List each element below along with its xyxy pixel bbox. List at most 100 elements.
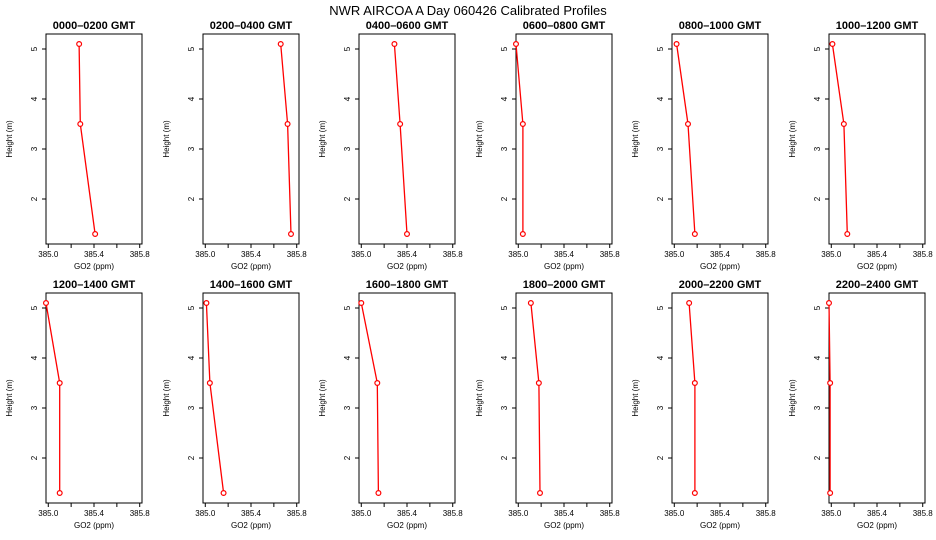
chart-panel: 1400–1600 GMT 385.0 385.4 385.8 2 3 4 5 GO2 (ppm…: [162, 279, 307, 530]
data-point: [535, 380, 542, 387]
x-tick-label: 385.4: [710, 250, 731, 259]
data-point: [825, 300, 832, 307]
y-tick-label: 2: [813, 196, 822, 201]
data-point: [92, 231, 99, 238]
y-axis-label: Height (m): [631, 379, 640, 417]
x-axis-label: GO2 (ppm): [74, 262, 114, 271]
x-axis-label: GO2 (ppm): [387, 521, 427, 530]
chart-grid: 0000–0200 GMT 385.0 385.4 385.8 2 3 4 5 GO2 (ppm…: [5, 20, 933, 530]
y-tick-label: 5: [30, 305, 39, 310]
chart-title: 1800–2000 GMT: [523, 279, 606, 291]
chart-panel: 1000–1200 GMT 385.0 385.4 385.8 2 3 4 5 GO2 (ppm…: [788, 20, 933, 271]
y-tick-label: 5: [813, 46, 822, 51]
chart-title: 0200–0400 GMT: [210, 20, 293, 32]
x-axis-label: GO2 (ppm): [74, 521, 114, 530]
x-tick-label: 385.8: [756, 509, 777, 518]
y-tick-label: 2: [187, 196, 196, 201]
data-point: [684, 120, 691, 127]
y-tick-label: 2: [500, 196, 509, 201]
figure-title: NWR AIRCOA A Day 060426 Calibrated Profi…: [329, 3, 607, 18]
data-point: [519, 231, 526, 238]
chart-title: 2000–2200 GMT: [679, 279, 762, 291]
chart-title: 0800–1000 GMT: [679, 20, 762, 32]
y-tick-label: 3: [343, 405, 352, 410]
chart-title: 0000–0200 GMT: [53, 20, 136, 32]
chart-title: 1200–1400 GMT: [53, 279, 136, 291]
y-tick-label: 3: [500, 405, 509, 410]
y-tick-label: 5: [343, 46, 352, 51]
y-tick-label: 2: [187, 455, 196, 460]
y-tick-label: 3: [187, 405, 196, 410]
y-axis-label: Height (m): [5, 120, 14, 158]
x-tick-label: 385.4: [554, 509, 575, 518]
y-axis-label: Height (m): [475, 379, 484, 417]
chart-panel: 1800–2000 GMT 385.0 385.4 385.8 2 3 4 5 GO2 (ppm…: [475, 279, 620, 530]
data-point: [284, 120, 291, 127]
data-point: [527, 300, 534, 307]
y-tick-label: 5: [187, 46, 196, 51]
x-axis-label: GO2 (ppm): [857, 521, 897, 530]
data-point: [691, 380, 698, 387]
y-axis-label: Height (m): [162, 379, 171, 417]
x-tick-label: 385.4: [867, 250, 888, 259]
x-tick-label: 385.8: [287, 509, 308, 518]
y-tick-label: 2: [343, 455, 352, 460]
x-tick-label: 385.0: [38, 509, 59, 518]
y-tick-label: 3: [813, 146, 822, 151]
data-point: [220, 490, 227, 497]
data-point: [391, 40, 398, 47]
y-tick-label: 5: [500, 305, 509, 310]
x-axis-label: GO2 (ppm): [544, 521, 584, 530]
y-axis-label: Height (m): [318, 120, 327, 158]
data-point: [827, 380, 834, 387]
x-tick-label: 385.0: [195, 250, 216, 259]
data-point: [288, 231, 295, 238]
y-tick-label: 4: [813, 355, 822, 360]
y-axis-label: Height (m): [788, 379, 797, 417]
x-tick-label: 385.0: [508, 509, 529, 518]
x-tick-label: 385.8: [443, 250, 464, 259]
x-tick-label: 385.8: [913, 509, 934, 518]
x-tick-label: 385.0: [195, 509, 216, 518]
data-point: [77, 120, 84, 127]
y-tick-label: 5: [656, 305, 665, 310]
data-point: [673, 40, 680, 47]
y-tick-label: 4: [30, 355, 39, 360]
data-point: [844, 231, 851, 238]
y-tick-label: 4: [187, 96, 196, 101]
x-tick-label: 385.8: [600, 509, 621, 518]
x-tick-label: 385.8: [600, 250, 621, 259]
y-tick-label: 2: [500, 455, 509, 460]
x-tick-label: 385.0: [664, 250, 685, 259]
y-tick-label: 3: [813, 405, 822, 410]
data-point: [691, 490, 698, 497]
x-tick-label: 385.4: [397, 250, 418, 259]
x-axis-label: GO2 (ppm): [231, 262, 271, 271]
y-tick-label: 5: [656, 46, 665, 51]
y-tick-label: 3: [656, 405, 665, 410]
data-point: [840, 120, 847, 127]
x-axis-label: GO2 (ppm): [231, 521, 271, 530]
x-tick-label: 385.0: [508, 250, 529, 259]
chart-title: 1400–1600 GMT: [210, 279, 293, 291]
x-tick-label: 385.4: [84, 250, 105, 259]
chart-title: 0400–0600 GMT: [366, 20, 449, 32]
chart-title: 0600–0800 GMT: [523, 20, 606, 32]
chart-title: 2200–2400 GMT: [836, 279, 919, 291]
data-point: [206, 380, 213, 387]
data-point: [42, 300, 49, 307]
data-point: [686, 300, 693, 307]
y-axis-label: Height (m): [162, 120, 171, 158]
chart-panel: 1200–1400 GMT 385.0 385.4 385.8 2 3 4 5 GO2 (ppm…: [5, 279, 150, 530]
data-point: [536, 490, 543, 497]
y-tick-label: 3: [30, 146, 39, 151]
chart-panel: 0400–0600 GMT 385.0 385.4 385.8 2 3 4 5 GO2 (ppm…: [318, 20, 463, 271]
x-axis-label: GO2 (ppm): [544, 262, 584, 271]
y-axis-label: Height (m): [788, 120, 797, 158]
chart-title: 1600–1800 GMT: [366, 279, 449, 291]
y-tick-label: 4: [343, 355, 352, 360]
y-axis-label: Height (m): [475, 120, 484, 158]
y-tick-label: 4: [500, 96, 509, 101]
